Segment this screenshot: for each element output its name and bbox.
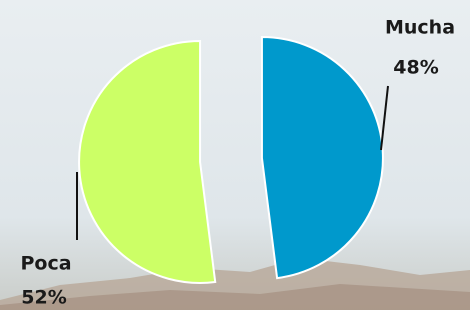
chart: Mucha 48% Poca 52%	[0, 0, 470, 310]
slice-label: Mucha	[385, 17, 455, 39]
slice-value-label: 48%	[393, 57, 438, 79]
page: Mucha48%Poca52% (() => { const data = JS…	[0, 0, 470, 310]
slice-label: Poca	[20, 253, 71, 275]
slice-value-label: 52%	[21, 287, 66, 309]
